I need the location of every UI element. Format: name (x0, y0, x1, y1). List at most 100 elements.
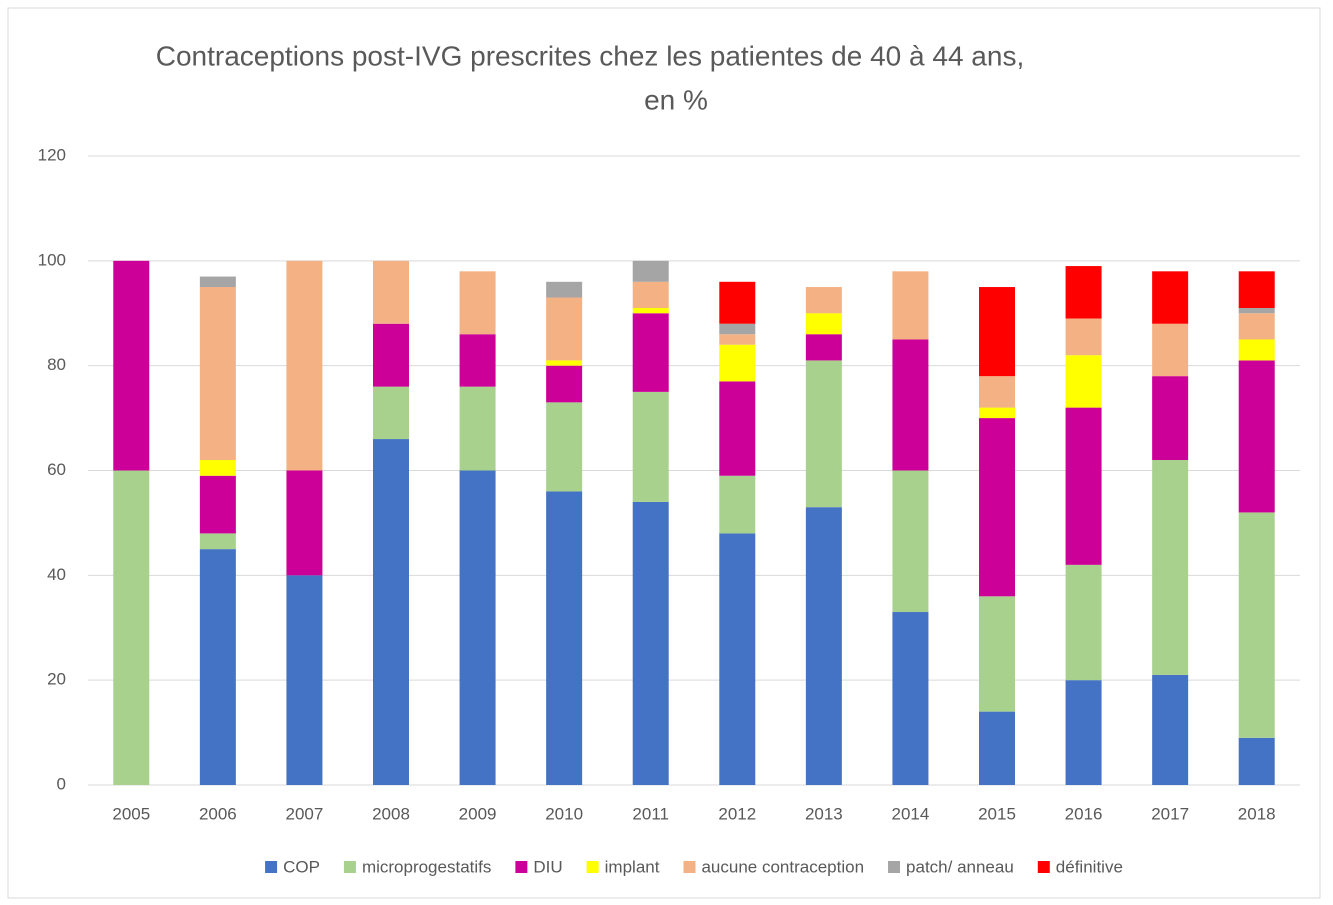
y-tick-label: 0 (57, 774, 66, 793)
y-tick-label: 60 (47, 460, 66, 479)
bar-segment (1065, 355, 1102, 408)
bar-segment (459, 386, 496, 471)
bar-segment (1065, 564, 1102, 681)
legend-swatch (343, 861, 356, 873)
bar-segment (1065, 680, 1102, 785)
bar-segment (805, 360, 842, 508)
legend-label: patch/ anneau (906, 857, 1014, 876)
legend-label: COP (283, 857, 320, 876)
bar-segment (805, 287, 842, 314)
bar-segment (1238, 339, 1275, 361)
bar-segment (286, 260, 323, 471)
bar-segment (199, 533, 236, 550)
x-tick-label: 2017 (1151, 804, 1189, 823)
bar-segment (1152, 323, 1189, 377)
bar-segment (373, 260, 409, 324)
x-tick-label: 2008 (372, 804, 410, 823)
bar-segment (719, 475, 756, 534)
bar-segment (199, 287, 236, 461)
legend-swatch (515, 861, 528, 873)
bar-segment (546, 297, 583, 361)
bar-segment (546, 365, 583, 403)
y-tick-label: 20 (47, 670, 66, 689)
bar-segment (632, 391, 669, 502)
bar-segment (1238, 512, 1275, 738)
bar-segment (373, 439, 409, 785)
bar-segment (632, 501, 669, 785)
chart-title: en % (644, 84, 708, 115)
chart-title: Contraceptions post-IVG prescrites chez … (156, 40, 1024, 71)
legend-swatch (586, 861, 599, 873)
bar-segment (892, 470, 929, 613)
bar-segment (632, 313, 669, 392)
x-tick-label: 2007 (286, 804, 324, 823)
x-tick-label: 2016 (1065, 804, 1103, 823)
x-tick-label: 2018 (1238, 804, 1276, 823)
bar-segment (459, 271, 496, 335)
bar-segment (1238, 308, 1275, 314)
legend-label: définitive (1056, 857, 1123, 876)
x-tick-label: 2012 (718, 804, 756, 823)
bar-segment (1238, 313, 1275, 340)
x-tick-label: 2005 (112, 804, 150, 823)
bar-segment (719, 281, 756, 324)
bar-segment (459, 334, 496, 387)
bar-segment (286, 470, 323, 576)
bar-segment (1238, 360, 1275, 513)
legend-swatch (683, 861, 696, 873)
bar-segment (632, 281, 669, 309)
legend-label: aucune contraception (701, 857, 864, 876)
bar-segment (719, 381, 756, 476)
bar-segment (199, 276, 236, 288)
x-tick-label: 2006 (199, 804, 237, 823)
bar-segment (719, 344, 756, 382)
bar-segment (459, 470, 496, 785)
bar-segment (805, 334, 842, 361)
bar-segment (1152, 460, 1189, 675)
bar-segment (632, 308, 669, 314)
bar-segment (199, 475, 236, 534)
bar-segment (546, 360, 583, 366)
bar-segment (1152, 271, 1189, 324)
y-tick-label: 40 (47, 565, 66, 584)
x-tick-label: 2015 (978, 804, 1016, 823)
legend-swatch (1037, 861, 1050, 873)
legend-label: implant (605, 857, 660, 876)
bar-segment (546, 281, 583, 298)
y-tick-label: 80 (47, 355, 66, 374)
legend-label: microprogestatifs (362, 857, 491, 876)
bar-segment (113, 470, 150, 785)
bar-segment (546, 402, 583, 492)
bar-segment (1065, 266, 1102, 319)
bar-segment (979, 376, 1015, 408)
bar-segment (546, 491, 583, 785)
y-tick-label: 120 (38, 145, 66, 164)
bar-segment (373, 323, 409, 387)
bar-segment (979, 711, 1015, 785)
bar-segment (892, 339, 929, 471)
x-tick-label: 2009 (459, 804, 497, 823)
bar-segment (113, 260, 150, 471)
bar-segment (632, 260, 669, 282)
bar-segment (892, 271, 929, 340)
x-tick-label: 2010 (545, 804, 583, 823)
bar-segment (1065, 318, 1102, 356)
bar-segment (1238, 737, 1275, 785)
bar-segment (1065, 407, 1102, 565)
x-tick-label: 2013 (805, 804, 843, 823)
legend-label: DIU (533, 857, 562, 876)
bar-segment (286, 575, 323, 785)
bar-segment (805, 507, 842, 785)
bar-segment (979, 287, 1015, 377)
bar-segment (805, 313, 842, 335)
bar-segment (979, 418, 1015, 597)
legend-swatch (888, 861, 901, 873)
bar-segment (979, 596, 1015, 712)
bar-segment (979, 407, 1015, 419)
x-tick-label: 2011 (632, 804, 669, 823)
x-tick-label: 2014 (892, 804, 930, 823)
bar-segment (719, 533, 756, 785)
bar-segment (719, 323, 756, 335)
bar-segment (373, 386, 409, 440)
